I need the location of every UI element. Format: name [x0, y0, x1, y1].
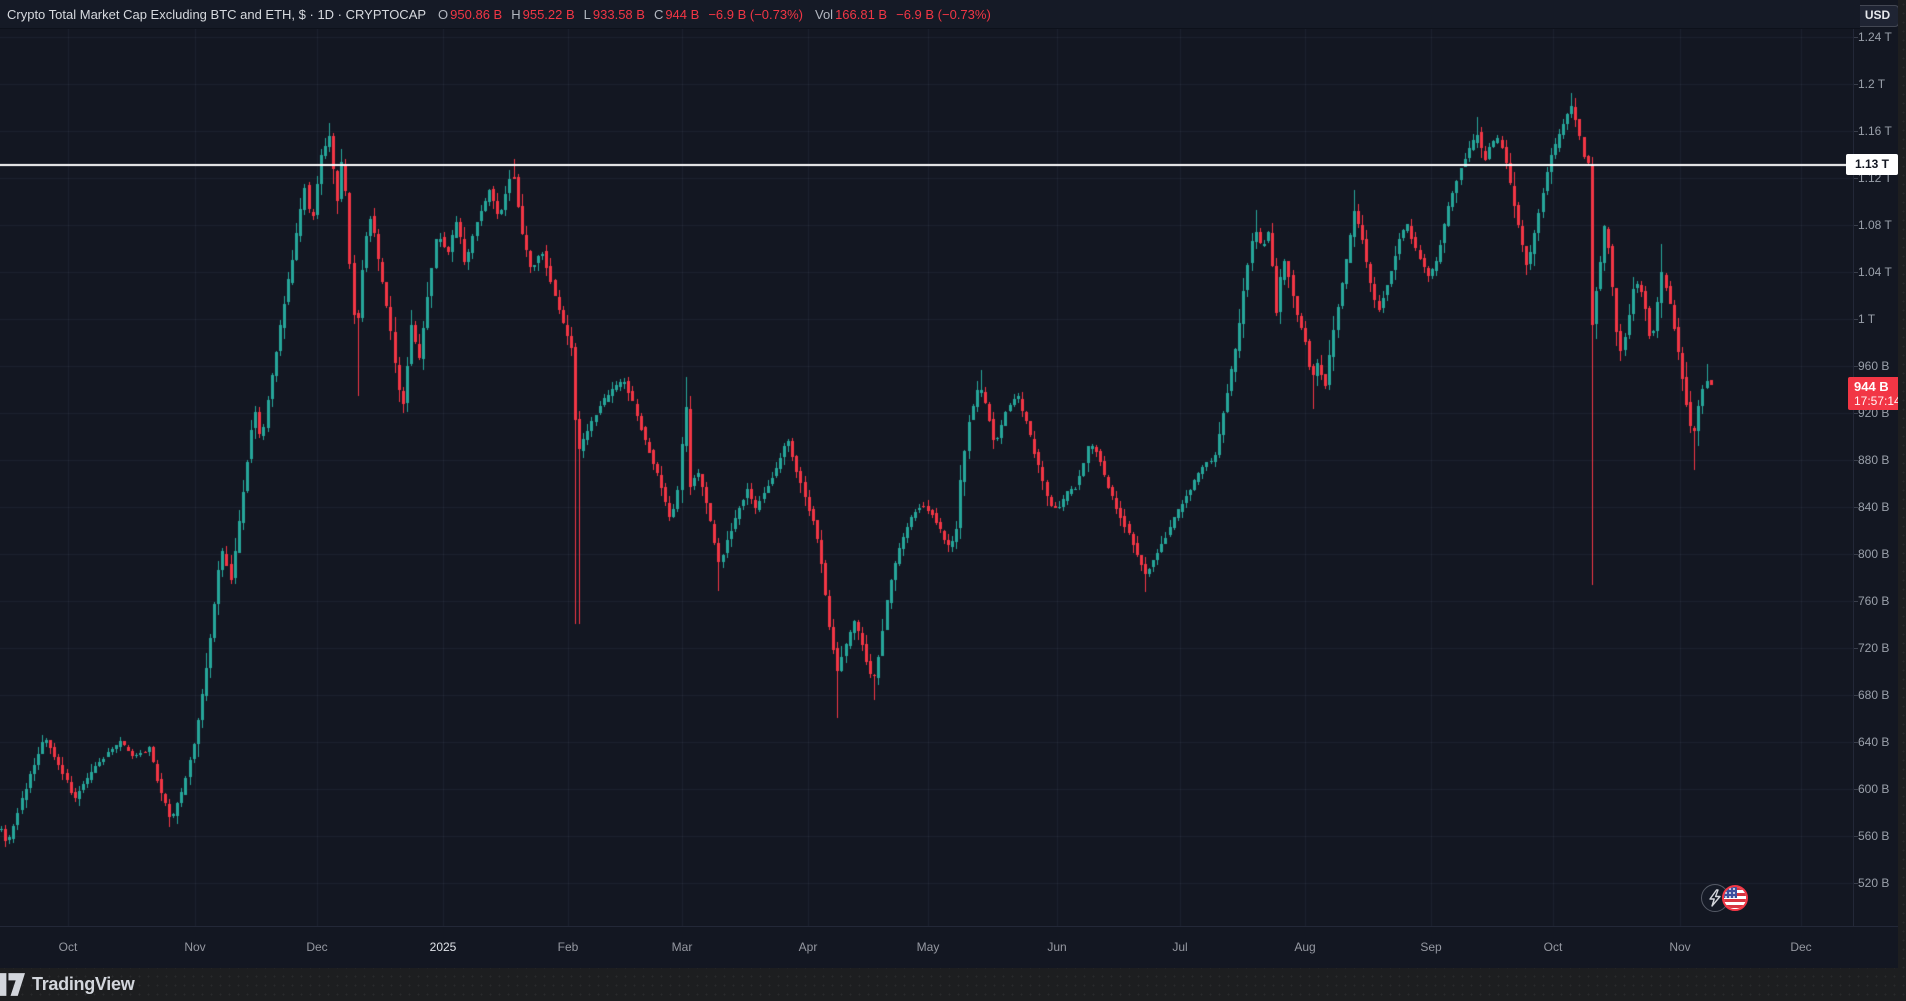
price-axis-tick: [1854, 648, 1858, 649]
price-axis-label: 800 B: [1858, 546, 1890, 561]
time-axis-label: Apr: [798, 940, 818, 954]
price-axis-label: 840 B: [1858, 499, 1890, 514]
last-price-label: 944 B 17:57:14: [1848, 376, 1898, 410]
price-axis-tick: [1854, 836, 1858, 837]
time-axis-label: May: [916, 940, 940, 954]
price-axis-tick: [1854, 413, 1858, 414]
low-label: L: [583, 6, 591, 22]
price-axis-label: 680 B: [1858, 687, 1890, 702]
volume-value: 166.81 B: [835, 6, 888, 22]
volume-change: −6.9 B (−0.73%): [896, 6, 991, 22]
price-axis-label: 1.16 T: [1858, 124, 1892, 138]
close-value: 944 B: [665, 6, 700, 22]
time-axis-label: Jul: [1172, 940, 1188, 954]
price-axis-label: 880 B: [1858, 452, 1890, 467]
price-axis-label: 720 B: [1858, 640, 1890, 655]
low-value: 933.58 B: [592, 6, 645, 22]
time-axis-label: Dec: [1790, 940, 1812, 954]
price-axis-tick: [1854, 319, 1858, 320]
tradingview-wordmark: TradingView: [32, 974, 135, 994]
price-axis-label: 1.24 T: [1858, 30, 1892, 45]
price-axis-label: 1 T: [1858, 312, 1876, 326]
price-axis-label: 520 B: [1858, 875, 1890, 890]
open-label: O: [438, 6, 449, 22]
time-axis[interactable]: Oct Nov Dec 2025 Feb Mar Apr May Jun Jul Aug Sep Oct…: [0, 926, 1898, 968]
page-footer: TradingView: [0, 968, 1906, 1001]
time-axis-label: Aug: [1294, 940, 1316, 954]
price-axis-tick: [1854, 742, 1858, 743]
price-axis-label: 640 B: [1858, 734, 1890, 749]
high-label: H: [511, 6, 521, 22]
price-axis-tick: [1854, 601, 1858, 602]
last-price-value: 944 B: [1854, 378, 1889, 394]
symbol-title[interactable]: Crypto Total Market Cap Excluding BTC an…: [7, 6, 427, 22]
close-label: C: [653, 6, 664, 22]
time-axis-label: Sep: [1420, 940, 1442, 954]
price-axis-label: 960 B: [1858, 359, 1890, 373]
price-axis-label: 1.2 T: [1858, 77, 1886, 91]
price-axis[interactable]: USD 1.13 T 944 B 17:57:14 1.24 T 1.2 T 1.1…: [1846, 0, 1898, 926]
price-axis-tick: [1854, 507, 1858, 508]
price-axis-tick: [1854, 225, 1858, 226]
price-axis-tick: [1854, 366, 1858, 367]
time-axis-label: 2025: [429, 940, 457, 954]
time-axis-label: Mar: [671, 940, 693, 954]
candlestick-chart-canvas[interactable]: [0, 0, 1853, 926]
high-value: 955.22 B: [522, 6, 575, 22]
volume-label: Vol: [814, 6, 834, 22]
price-axis-label: 560 B: [1858, 828, 1890, 843]
time-axis-label: Oct: [58, 940, 78, 954]
price-axis-tick: [1854, 84, 1858, 85]
price-axis-tick: [1854, 37, 1858, 38]
time-axis-label: Jun: [1047, 940, 1067, 954]
time-axis-label: Oct: [1543, 940, 1563, 954]
price-axis-tick: [1854, 789, 1858, 790]
flag-canton: [1724, 887, 1738, 899]
price-axis-label: 1.04 T: [1858, 265, 1892, 279]
price-axis-tick: [1854, 460, 1858, 461]
lightning-icon: [1709, 889, 1721, 907]
price-axis-tick: [1854, 554, 1858, 555]
price-axis-label: 760 B: [1858, 593, 1890, 608]
currency-button[interactable]: USD: [1856, 5, 1898, 27]
price-axis-label: 1.08 T: [1858, 218, 1892, 232]
data-source-icons: [1701, 883, 1753, 913]
us-flag-icon[interactable]: [1722, 885, 1748, 911]
price-line-label[interactable]: 1.13 T: [1846, 154, 1898, 176]
open-value: 950.86 B: [450, 6, 503, 22]
price-axis-label: 600 B: [1858, 781, 1890, 796]
change-value: −6.9 B (−0.73%): [708, 6, 803, 22]
price-axis-tick: [1854, 695, 1858, 696]
time-axis-label: Feb: [557, 940, 579, 954]
symbol-legend: Crypto Total Market Cap Excluding BTC an…: [0, 0, 1860, 29]
price-axis-tick: [1854, 131, 1858, 132]
time-axis-label: Nov: [184, 940, 206, 954]
price-axis-tick: [1854, 883, 1858, 884]
tradingview-logo-mark: [0, 973, 25, 996]
time-axis-label: Nov: [1669, 940, 1691, 954]
price-axis-tick: [1854, 178, 1858, 179]
time-axis-label: Dec: [306, 940, 328, 954]
chart-panel: Crypto Total Market Cap Excluding BTC an…: [0, 0, 1898, 968]
tradingview-logo[interactable]: TradingView: [0, 973, 135, 996]
price-axis-tick: [1854, 272, 1858, 273]
bar-countdown: 17:57:14: [1854, 393, 1898, 408]
